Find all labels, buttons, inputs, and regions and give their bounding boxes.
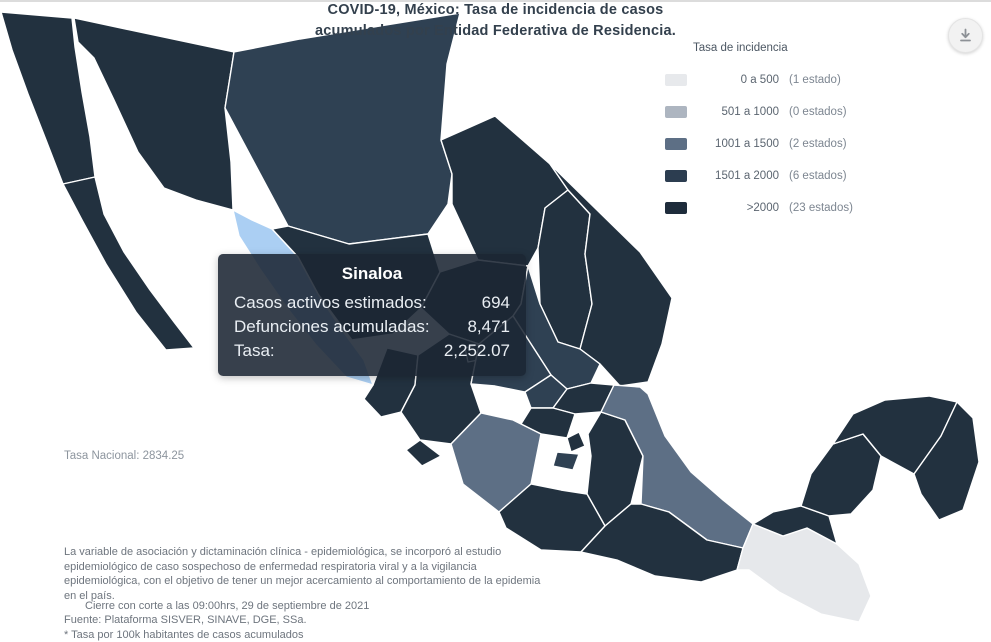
legend: Tasa de incidencia 0 a 500 (1 estado) 50… [665, 42, 853, 214]
legend-swatch [665, 106, 687, 118]
legend-title: Tasa de incidencia [693, 42, 788, 54]
legend-item-label: 1501 a 2000 [715, 170, 779, 182]
legend-swatch [665, 202, 687, 214]
legend-item-label: 1001 a 1500 [715, 138, 779, 150]
legend-item-label: >2000 [746, 202, 779, 214]
national-rate-label: Tasa Nacional: 2834.25 [64, 450, 185, 462]
tooltip-row-value: 2,252.07 [443, 341, 510, 360]
tooltip-row: Defunciones acumuladas: 8,471 [234, 315, 510, 339]
tooltip-row-label: Casos activos estimados: [234, 293, 427, 312]
state-morelos[interactable] [552, 451, 580, 471]
state-quintana-roo[interactable] [913, 401, 980, 521]
state-chiapas[interactable] [736, 523, 872, 623]
tooltip-row: Tasa: 2,252.07 [234, 339, 510, 363]
state-baja-california-sur[interactable] [62, 176, 195, 351]
legend-item-count: (0 estados) [789, 106, 847, 118]
tooltip-row-value: 694 [481, 293, 510, 312]
state-sonora[interactable] [73, 17, 235, 211]
download-icon [960, 28, 971, 42]
cutoff-note: Cierre con corte a las 09:00hrs, 29 de s… [85, 600, 370, 612]
legend-item[interactable]: 1001 a 1500 (2 estados) [665, 138, 853, 150]
legend-item-label: 501 a 1000 [721, 106, 779, 118]
legend-item[interactable]: 1501 a 2000 (6 estados) [665, 170, 853, 182]
tooltip-row: Casos activos estimados: 694 [234, 291, 510, 315]
legend-item-count: (6 estados) [789, 170, 847, 182]
download-button[interactable] [948, 18, 983, 53]
legend-swatch [665, 74, 687, 86]
tooltip-row-value: 8,471 [467, 317, 510, 336]
legend-item-count: (1 estado) [789, 74, 841, 86]
legend-item[interactable]: 501 a 1000 (0 estados) [665, 106, 853, 118]
legend-swatch [665, 170, 687, 182]
legend-item-count: (2 estados) [789, 138, 847, 150]
legend-item[interactable]: >2000 (23 estados) [665, 202, 853, 214]
tooltip-state-name: Sinaloa [341, 264, 403, 283]
tooltip-row-label: Defunciones acumuladas: [234, 317, 430, 336]
state-tooltip: Sinaloa Casos activos estimados: 694 Def… [218, 254, 526, 376]
state-campeche[interactable] [800, 433, 882, 517]
footer-notes: Cierre con corte a las 09:00hrs, 29 de s… [64, 599, 369, 642]
tooltip-row-label: Tasa: [234, 341, 275, 360]
state-tabasco[interactable] [752, 505, 838, 545]
legend-swatch [665, 138, 687, 150]
state-colima[interactable] [405, 439, 442, 467]
state-chihuahua[interactable] [224, 12, 461, 245]
legend-item-label: 0 a 500 [740, 74, 779, 86]
legend-item-count: (23 estados) [789, 202, 853, 214]
legend-item[interactable]: 0 a 500 (1 estado) [665, 74, 853, 86]
source-note: Fuente: Plataforma SISVER, SINAVE, DGE, … [64, 614, 307, 627]
methodology-note: La variable de asociación y dictaminació… [64, 546, 541, 602]
state-cdmx[interactable] [566, 431, 586, 453]
